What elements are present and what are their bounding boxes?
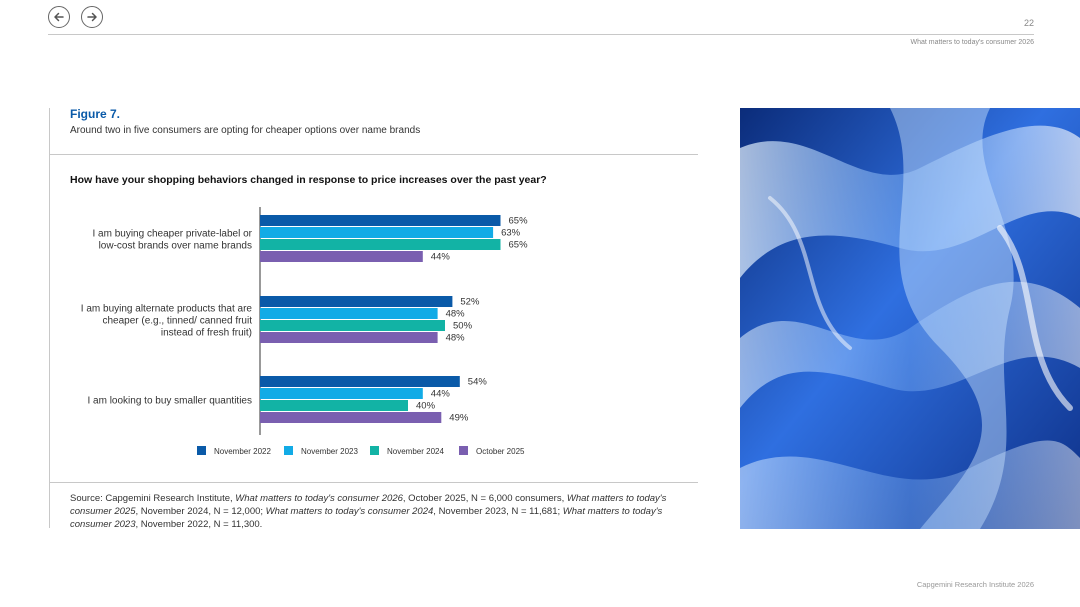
arrow-left-icon — [54, 12, 64, 22]
figure-left-rule — [49, 108, 50, 528]
figure-divider — [49, 154, 698, 155]
page-number: 22 — [1023, 18, 1034, 28]
bar-value-label: 44% — [431, 252, 451, 263]
category-label: I am buying alternate products that are c… — [81, 304, 253, 339]
bar-value-label: 48% — [446, 333, 466, 344]
source-text: , November 2022, N = 11,300. — [135, 519, 263, 530]
bar — [260, 412, 442, 423]
bar-value-label: 63% — [501, 228, 521, 239]
bar — [260, 215, 501, 226]
header-divider — [48, 34, 1034, 35]
source-title-italic: What matters to today's consumer 2026 — [235, 493, 403, 504]
bar — [260, 376, 460, 387]
chart-title: How have your shopping behaviors changed… — [70, 174, 547, 186]
legend-label: November 2023 — [301, 447, 358, 456]
figure-label: Figure 7. — [70, 107, 121, 121]
source-text: , November 2023, N = 11,681; — [433, 506, 563, 517]
legend-swatch — [459, 446, 468, 455]
source-text: Source: Capgemini Research Institute, — [70, 493, 236, 504]
figure-subtitle: Around two in five consumers are opting … — [70, 125, 421, 136]
bar-chart: I am buying cheaper private-label or low-… — [81, 207, 529, 456]
legend-swatch — [197, 446, 206, 455]
bar — [260, 332, 438, 343]
bar-value-label: 65% — [509, 240, 529, 251]
bar-value-label: 44% — [431, 389, 451, 400]
arrow-right-icon — [87, 12, 97, 22]
footer-text: Capgemini Research Institute 2026 — [916, 580, 1034, 589]
source-note: Source: Capgemini Research Institute, Wh… — [70, 492, 702, 531]
bar — [260, 320, 445, 331]
bar-value-label: 49% — [449, 413, 469, 424]
legend-label: October 2025 — [476, 447, 525, 456]
legend-swatch — [284, 446, 293, 455]
bar-value-label: 48% — [446, 309, 466, 320]
bar — [260, 227, 494, 238]
previous-page-button[interactable] — [48, 6, 70, 28]
bar — [260, 296, 453, 307]
bar-value-label: 65% — [509, 216, 529, 227]
source-title-italic: What matters to today's consumer 2024 — [265, 506, 434, 517]
legend-label: November 2022 — [214, 447, 271, 456]
legend-swatch — [370, 446, 379, 455]
bar-value-label: 40% — [416, 401, 436, 412]
running-head: What matters to today's consumer 2026 — [910, 39, 1034, 46]
category-label: I am buying cheaper private-label or low-… — [92, 229, 252, 252]
bar — [260, 239, 501, 250]
bar — [260, 388, 423, 399]
source-text: , November 2024, N = 12,000; — [135, 506, 266, 517]
source-text: , October 2025, N = 6,000 consumers, — [402, 493, 567, 504]
source-title-italic: What matters to today's consumer 2023 — [70, 506, 663, 530]
bar — [260, 400, 408, 411]
category-label: I am looking to buy smaller quantities — [87, 396, 252, 407]
source-divider — [49, 482, 698, 483]
bar — [260, 251, 423, 262]
legend-label: November 2024 — [387, 447, 444, 456]
abstract-glass-image — [740, 108, 1080, 529]
bar-value-label: 50% — [453, 321, 473, 332]
next-page-button[interactable] — [81, 6, 103, 28]
bar-value-label: 52% — [460, 297, 480, 308]
source-title-italic: What matters to today's consumer 2025 — [70, 493, 667, 517]
bar-value-label: 54% — [468, 377, 488, 388]
bar — [260, 308, 438, 319]
